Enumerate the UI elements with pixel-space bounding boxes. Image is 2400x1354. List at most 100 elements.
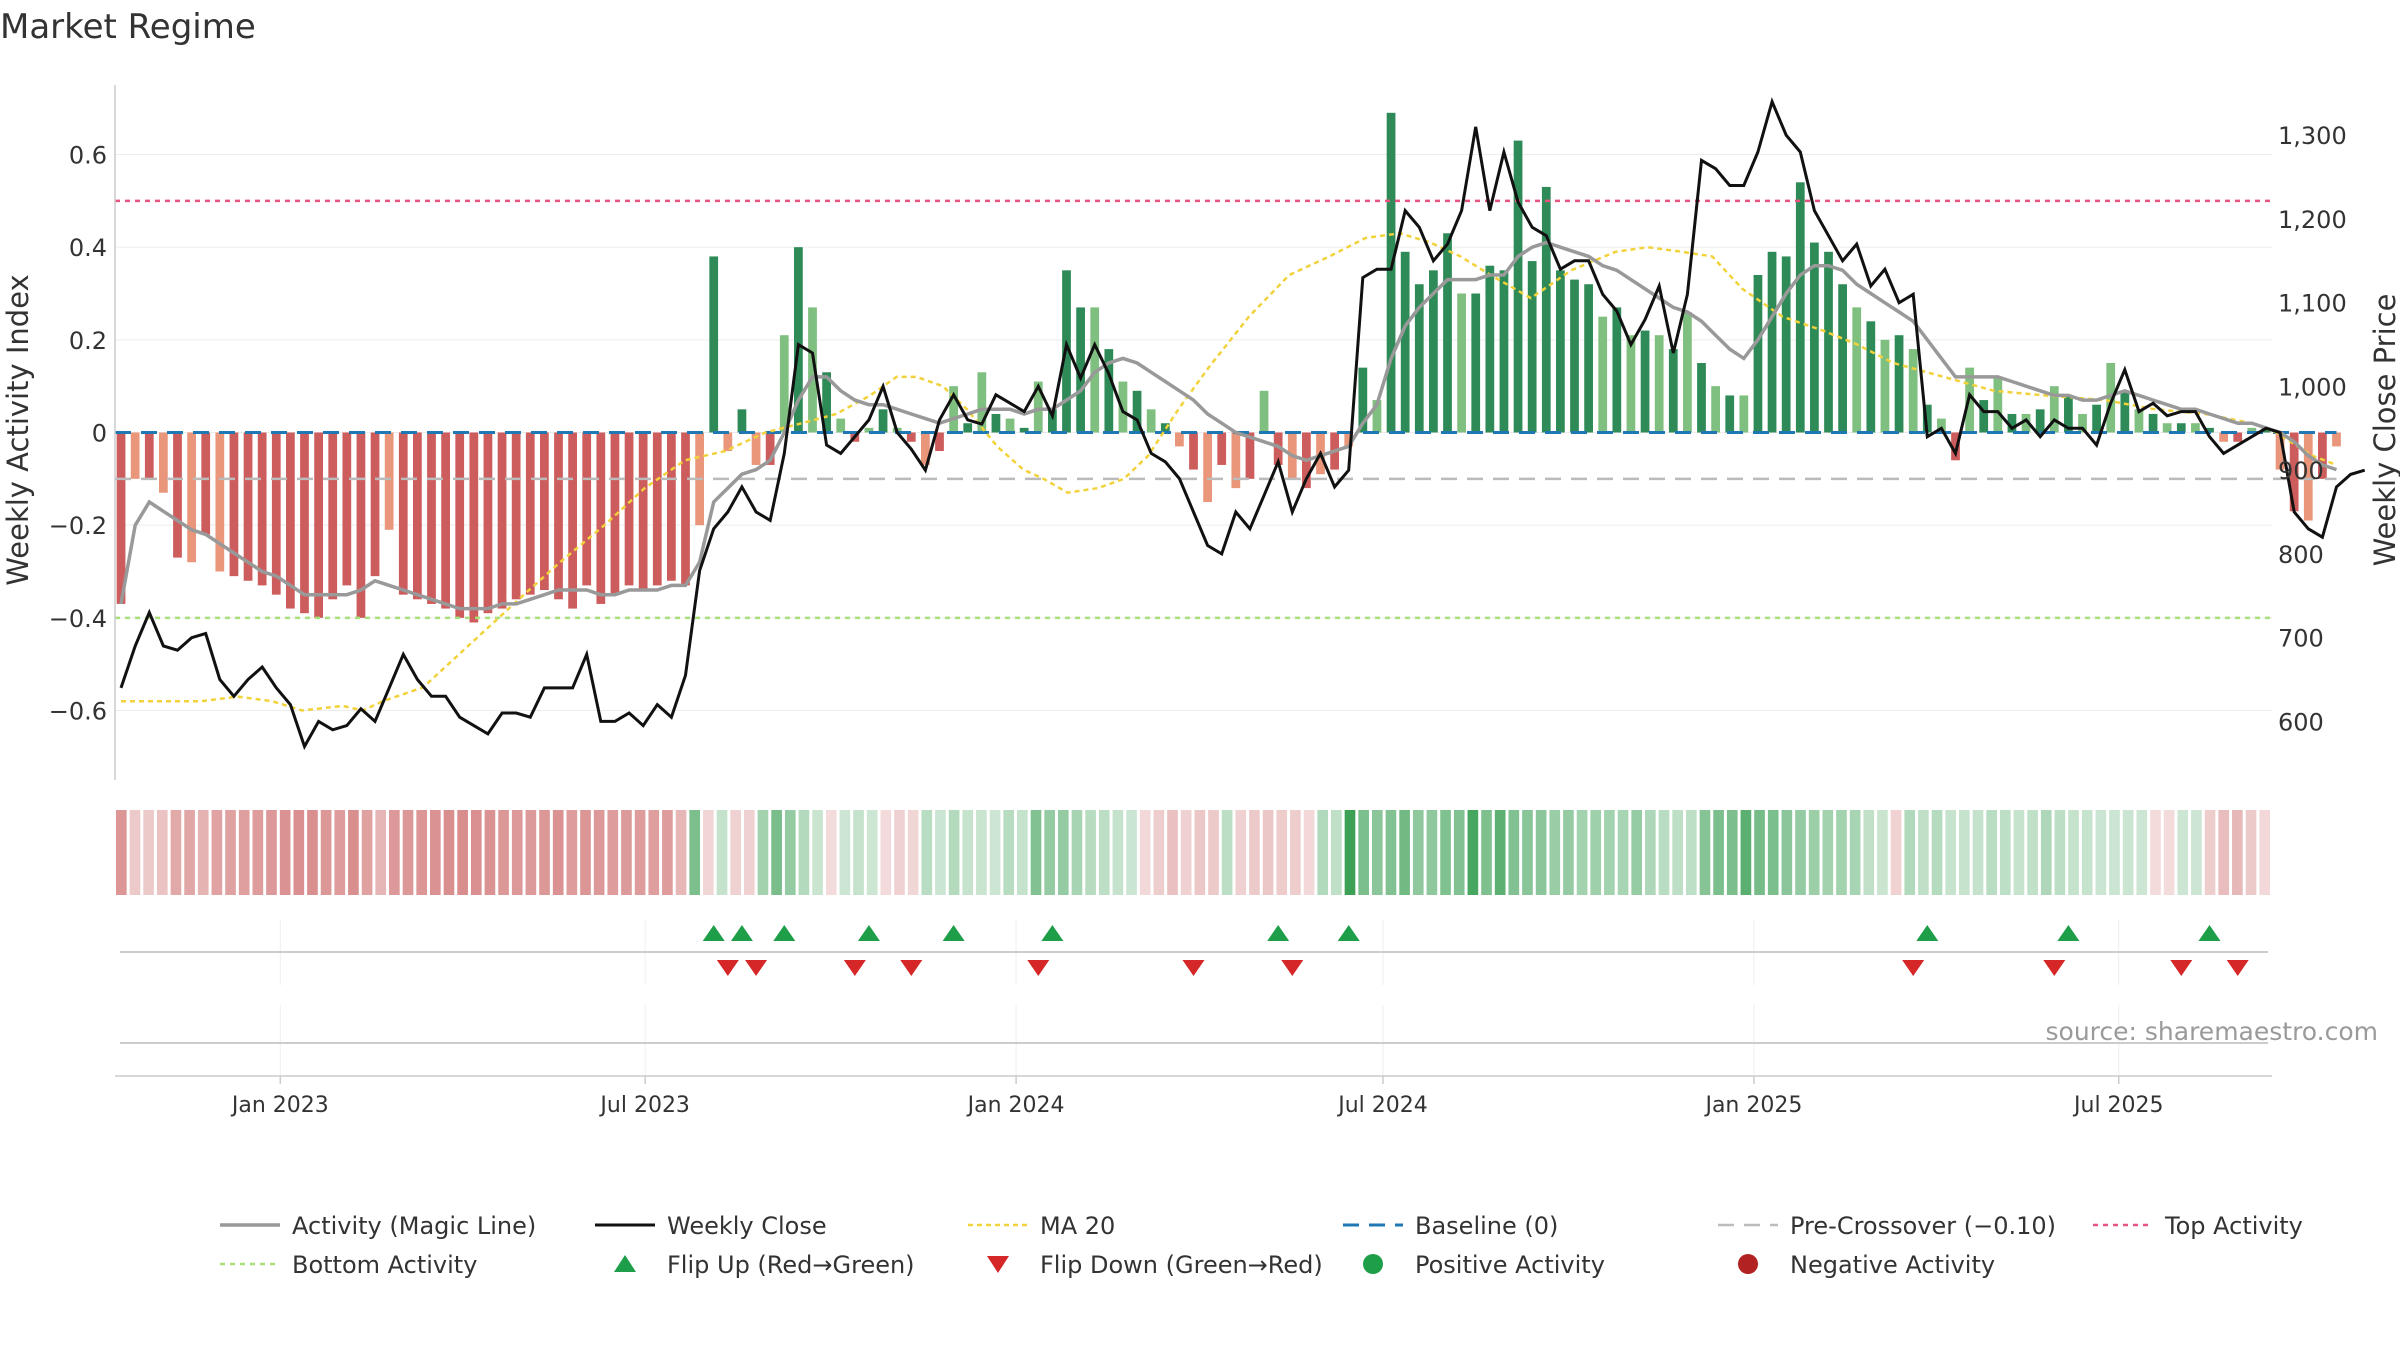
regime-cell: [1672, 810, 1683, 895]
x-tick-label: Jan 2023: [230, 1093, 329, 1118]
regime-cell: [1030, 810, 1042, 895]
regime-cell: [1631, 810, 1643, 895]
activity-bar: [1005, 418, 1015, 433]
y-left-tick-label: −0.4: [49, 605, 107, 633]
activity-bar: [1795, 182, 1805, 433]
activity-bar: [2049, 386, 2059, 433]
regime-cell: [143, 810, 154, 895]
regime-cell: [716, 810, 728, 895]
regime-cell: [784, 810, 796, 895]
activity-bar: [328, 432, 338, 600]
regime-cell: [498, 810, 509, 895]
regime-cell: [416, 810, 427, 895]
regime-cell: [1863, 810, 1875, 895]
legend-item-close: Weekly Close: [595, 1212, 827, 1240]
activity-bar: [681, 432, 690, 586]
regime-cell: [1385, 810, 1397, 895]
y-right-tick-label: 800: [2278, 541, 2324, 569]
regime-cell: [1235, 810, 1247, 895]
regime-cell: [839, 810, 851, 895]
regime-cell: [1344, 810, 1356, 895]
legend-item-flipdown: Flip Down (Green→Red): [987, 1251, 1323, 1279]
regime-cell: [457, 810, 468, 895]
activity-bars: [116, 112, 2341, 623]
activity-bar: [1217, 432, 1227, 465]
regime-cell: [1767, 810, 1779, 895]
regime-cell: [252, 810, 264, 895]
regime-cell: [798, 810, 810, 895]
activity-bar: [342, 432, 352, 586]
regime-cell: [1685, 810, 1697, 895]
regime-cell: [1412, 810, 1424, 895]
regime-cell: [675, 810, 687, 895]
activity-bar: [286, 432, 295, 609]
activity-bar: [314, 432, 323, 618]
regime-cell: [1180, 810, 1192, 895]
regime-cell: [948, 810, 960, 895]
regime-cell: [825, 810, 837, 895]
activity-bar: [356, 432, 366, 618]
activity-bar: [483, 432, 493, 614]
regime-cell: [2259, 810, 2270, 895]
activity-bar: [638, 432, 648, 591]
activity-bar: [2120, 390, 2130, 433]
activity-bar: [878, 409, 888, 433]
regime-cell: [2136, 810, 2148, 895]
regime-cell: [184, 810, 195, 895]
activity-bar: [921, 432, 930, 465]
activity-bar: [1090, 307, 1100, 433]
axis-layer: 0.6 0.4 0.2 0 −0.2 −0.4 −0.6 1,300 1,200 1,100 1,0…: [49, 85, 2347, 780]
regime-cell: [1358, 810, 1369, 895]
regime-cell: [1440, 810, 1451, 895]
activity-bar: [2275, 432, 2285, 470]
regime-cell: [1836, 810, 1847, 895]
activity-bar: [2247, 427, 2257, 433]
activity-bar: [977, 372, 987, 433]
regime-cell: [1126, 810, 1137, 895]
regime-cell: [170, 810, 182, 895]
activity-bar: [271, 432, 281, 595]
flip-up-marker: [702, 925, 725, 941]
activity-bar: [398, 432, 408, 595]
regime-cell: [1549, 810, 1561, 895]
x-tick-label: Jul 2025: [2072, 1093, 2164, 1118]
activity-bar: [1132, 390, 1142, 433]
activity-bar: [1753, 274, 1763, 433]
activity-bar: [511, 432, 521, 600]
regime-cell: [1303, 810, 1315, 895]
regime-cell: [1795, 810, 1806, 895]
regime-cell: [1645, 810, 1656, 895]
regime-cell: [1522, 810, 1533, 895]
y-right-axis-label: Weekly Close Price: [2368, 294, 2400, 567]
activity-bar: [765, 432, 775, 465]
regime-cell: [1972, 810, 1984, 895]
activity-bar: [300, 432, 309, 614]
activity-bar: [2205, 427, 2214, 433]
regime-cell: [1999, 810, 2011, 895]
y-left-tick-label: 0.4: [69, 234, 107, 262]
activity-bar: [596, 432, 606, 604]
regime-cell: [2109, 810, 2120, 895]
legend-label: Flip Down (Green→Red): [1040, 1251, 1323, 1279]
activity-bar: [1203, 432, 1212, 502]
activity-bar: [822, 372, 831, 433]
regime-cell: [1890, 810, 1902, 895]
regime-cell: [1959, 810, 1970, 895]
regime-cell: [907, 810, 919, 895]
y-right-tick-label: 1,000: [2278, 373, 2347, 401]
activity-bar: [2289, 432, 2299, 512]
activity-bar: [751, 432, 761, 465]
y-left-tick-label: 0: [92, 420, 107, 448]
activity-bar: [243, 432, 253, 581]
activity-bar: [1937, 418, 1946, 433]
regime-cell: [1276, 810, 1288, 895]
regime-cell: [621, 810, 632, 895]
activity-bar: [2021, 413, 2031, 433]
activity-bar: [1626, 335, 1636, 433]
activity-bar: [1527, 261, 1537, 433]
regime-cell: [266, 810, 277, 895]
x-tick-label: Jul 2023: [598, 1093, 690, 1118]
legend-label: Flip Up (Red→Green): [667, 1251, 915, 1279]
regime-cell: [2122, 810, 2134, 895]
